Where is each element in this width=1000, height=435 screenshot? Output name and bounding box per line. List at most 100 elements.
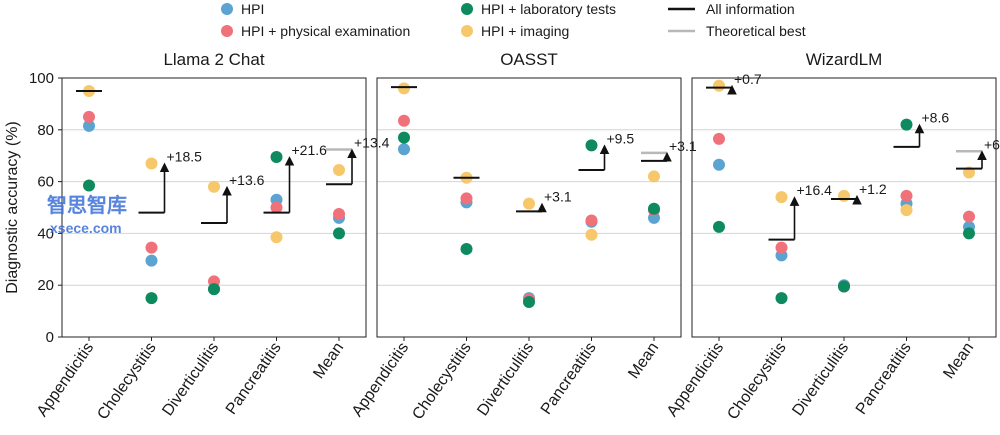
x-tick-label: Mean: [940, 340, 977, 383]
improvement-label: +6.7: [984, 136, 1000, 152]
point-hpi_pe: [585, 214, 598, 227]
panels: Llama 2 Chat020406080100AppendicitisChol…: [29, 50, 1000, 423]
improvement-label: +8.6: [922, 110, 950, 126]
legend-label-best: Theoretical best: [706, 23, 806, 39]
point-hpi_pe: [963, 210, 975, 223]
legend-marker-hpi_img: [461, 25, 473, 37]
improvement-label: +3.1: [544, 189, 572, 205]
panel-title: OASST: [500, 50, 558, 69]
x-tick-label: Appendicitis: [349, 340, 412, 420]
point-hpi_img: [585, 228, 598, 241]
point-hpi: [83, 119, 95, 132]
x-tick-label: Mean: [625, 340, 662, 383]
improvement-label: +13.6: [229, 172, 265, 188]
x-tick-label: Diverticulitis: [474, 340, 537, 420]
point-hpi_pe: [270, 201, 283, 214]
y-axis-label: Diagnostic accuracy (%): [4, 121, 21, 294]
improvement-label: +16.4: [797, 182, 833, 198]
legend-item-all: All information: [668, 1, 795, 17]
y-tick-label: 40: [37, 225, 54, 242]
legend-label-hpi_img: HPI + imaging: [481, 23, 569, 39]
point-hpi: [713, 158, 725, 171]
watermark-text: 智思智库: [47, 193, 127, 217]
point-hpi_pe: [333, 207, 345, 220]
point-hpi_pe: [900, 189, 913, 202]
point-hpi_lab: [523, 296, 535, 309]
improvement-label: +18.5: [167, 148, 203, 164]
point-hpi_lab: [208, 283, 220, 296]
x-tick-label: Cholecystitis: [409, 340, 474, 423]
improvement-label: +21.6: [292, 142, 328, 158]
point-hpi_img: [775, 191, 788, 204]
point-hpi_lab: [460, 242, 473, 255]
legend-item-hpi: HPI: [221, 1, 264, 17]
point-hpi_img: [270, 231, 283, 244]
legend-item-best: Theoretical best: [668, 23, 806, 39]
x-tick-label: Pancreatitis: [223, 340, 285, 418]
point-hpi_pe: [398, 114, 410, 127]
point-hpi_lab: [83, 179, 95, 192]
x-tick-label: Diverticulitis: [159, 340, 222, 420]
point-hpi_lab: [838, 280, 850, 293]
point-hpi_lab: [585, 139, 598, 152]
y-tick-label: 0: [46, 329, 54, 346]
point-hpi_lab: [900, 118, 913, 131]
point-hpi_lab: [270, 150, 283, 163]
improvement-label: +9.5: [607, 130, 635, 146]
panel-title: WizardLM: [806, 50, 883, 69]
point-hpi_pe: [775, 241, 788, 254]
y-tick-label: 20: [37, 277, 54, 294]
point-hpi_img: [145, 157, 158, 170]
legend-label-hpi_pe: HPI + physical examination: [241, 23, 410, 39]
point-hpi: [398, 143, 410, 156]
legend-marker-hpi_lab: [461, 3, 473, 15]
point-hpi_pe: [713, 132, 725, 145]
improvement-label: +3.1: [669, 138, 697, 154]
point-hpi_img: [900, 204, 913, 217]
point-hpi_img: [333, 163, 345, 176]
panel-frame: [691, 77, 997, 338]
legend-marker-hpi_pe: [221, 25, 233, 37]
point-hpi_img: [523, 197, 535, 210]
x-tick-label: Mean: [310, 340, 347, 383]
point-hpi_img: [398, 82, 410, 95]
watermark-url: xsece.com: [50, 220, 122, 236]
x-tick-label: Appendicitis: [34, 340, 97, 420]
point-hpi_lab: [145, 292, 158, 305]
improvement-label: +1.2: [859, 181, 887, 197]
legend-item-hpi_pe: HPI + physical examination: [221, 23, 410, 39]
x-tick-label: Cholecystitis: [94, 340, 159, 423]
y-tick-label: 100: [29, 70, 54, 87]
improvement-label: +13.4: [354, 134, 390, 150]
improvement-label: +0.7: [734, 71, 762, 87]
legend-item-hpi_img: HPI + imaging: [461, 23, 569, 39]
y-tick-label: 80: [37, 122, 54, 139]
x-tick-label: Diverticulitis: [789, 340, 852, 420]
x-tick-label: Cholecystitis: [724, 340, 789, 423]
point-hpi_lab: [775, 292, 788, 305]
point-hpi_lab: [333, 227, 345, 240]
point-hpi_lab: [398, 131, 410, 144]
point-hpi_img: [208, 180, 220, 193]
y-tick-label: 60: [37, 174, 54, 191]
x-tick-label: Pancreatitis: [538, 340, 600, 418]
point-hpi_pe: [145, 241, 158, 254]
legend-item-hpi_lab: HPI + laboratory tests: [461, 1, 616, 17]
panel-0: Llama 2 Chat 0 20 40 60 80 100 AppendicitisChol…: [29, 50, 390, 423]
legend-marker-hpi: [221, 3, 233, 15]
point-hpi_lab: [963, 227, 975, 240]
point-hpi_pe: [460, 192, 473, 205]
x-tick-label: Pancreatitis: [853, 340, 915, 418]
point-hpi: [145, 254, 158, 267]
y-axis-label-group: Diagnostic accuracy (%): [4, 121, 21, 294]
legend-label-all: All information: [706, 1, 795, 17]
legend-label-hpi_lab: HPI + laboratory tests: [481, 1, 616, 17]
panel-title: Llama 2 Chat: [163, 50, 264, 69]
point-hpi_img: [713, 79, 725, 92]
x-tick-label: Appendicitis: [664, 340, 727, 420]
point-hpi_pe: [83, 110, 95, 123]
legend: HPI HPI + physical examination HPI + labor…: [221, 1, 806, 39]
